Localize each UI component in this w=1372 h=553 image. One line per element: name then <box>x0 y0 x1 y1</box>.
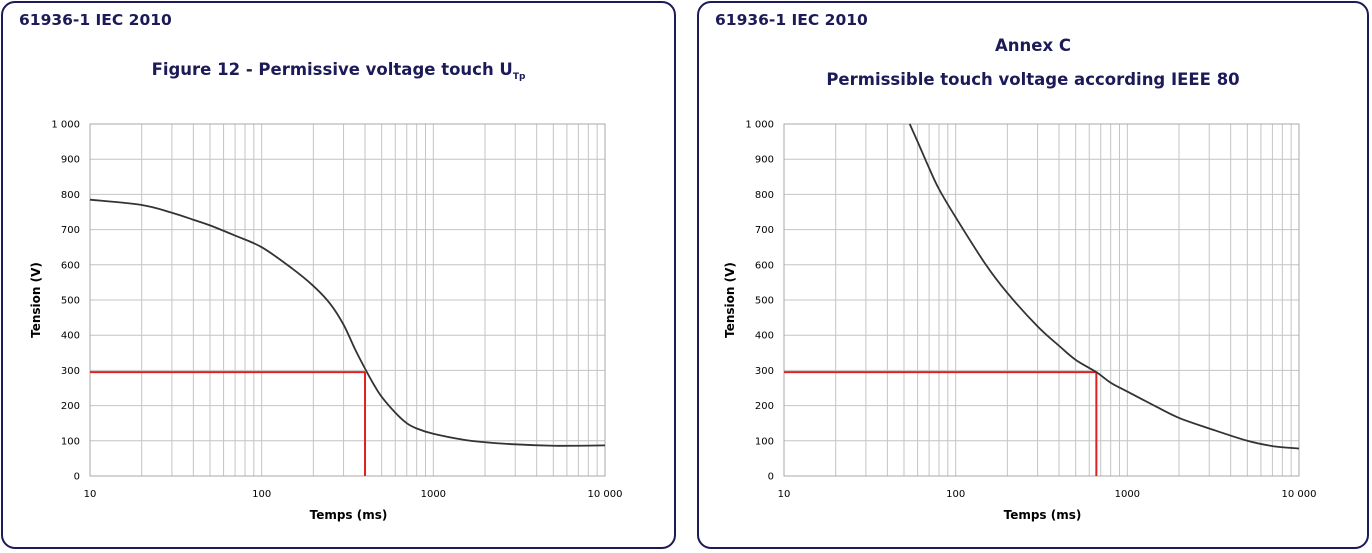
x-tick-label: 100 <box>946 489 965 500</box>
x-axis-label: Temps (ms) <box>310 508 388 522</box>
series-line <box>908 123 1300 450</box>
y-tick-label: 100 <box>755 436 774 447</box>
y-tick-label: 300 <box>61 366 80 377</box>
x-axis-label: Temps (ms) <box>1004 508 1082 522</box>
y-tick-label: 700 <box>755 225 774 236</box>
y-tick-label: 900 <box>61 155 80 166</box>
chart-title-text: Figure 12 - Permissive voltage touch U <box>151 60 513 79</box>
y-tick-label: 200 <box>61 401 80 412</box>
y-tick-label: 0 <box>74 472 80 483</box>
x-tick-label: 10 000 <box>1282 489 1317 500</box>
y-tick-label: 800 <box>755 190 774 201</box>
y-tick-label: 500 <box>755 296 774 307</box>
x-tick-label: 1000 <box>421 489 446 500</box>
x-tick-label: 100 <box>252 489 271 500</box>
y-tick-label: 400 <box>61 331 80 342</box>
y-tick-label: 200 <box>755 401 774 412</box>
series-line <box>89 198 606 447</box>
chart-subtitle: Annex C <box>995 36 1071 55</box>
chart-panel-right: 61936-1 IEC 2010 Annex C Permissible tou… <box>697 1 1369 549</box>
plot-frame <box>783 123 1300 477</box>
chart-title: Permissible touch voltage according IEEE… <box>826 70 1240 89</box>
y-tick-label: 500 <box>61 296 80 307</box>
chart-title: Figure 12 - Permissive voltage touch UTp <box>3 60 674 82</box>
y-tick-label: 600 <box>755 260 774 271</box>
y-tick-label: 1 000 <box>745 120 774 131</box>
chart-panel-left: 61936-1 IEC 2010 Figure 12 - Permissive … <box>1 1 676 549</box>
y-tick-label: 800 <box>61 190 80 201</box>
standard-label: 61936-1 IEC 2010 <box>715 11 868 29</box>
y-tick-label: 700 <box>61 225 80 236</box>
y-axis-label: Tension (V) <box>29 262 43 338</box>
plot-frame <box>89 123 606 477</box>
y-tick-label: 400 <box>755 331 774 342</box>
chart-title-subscript: Tp <box>512 72 526 82</box>
y-tick-label: 0 <box>768 472 774 483</box>
x-tick-label: 10 <box>84 489 97 500</box>
standard-label: 61936-1 IEC 2010 <box>19 11 172 29</box>
y-axis-label: Tension (V) <box>723 262 737 338</box>
x-tick-label: 1000 <box>1115 489 1140 500</box>
y-tick-label: 300 <box>755 366 774 377</box>
x-tick-label: 10 000 <box>588 489 623 500</box>
chart-plot-left: 0 100 200 300 400 500 600 700 800 900 1 000 10 100 10… <box>29 120 623 523</box>
chart-plot-right: 0 100 200 300 400 500 600 700 800 900 1 000 10 100 10… <box>723 120 1317 523</box>
y-tick-label: 900 <box>755 155 774 166</box>
y-tick-label: 600 <box>61 260 80 271</box>
x-tick-label: 10 <box>778 489 791 500</box>
y-tick-label: 100 <box>61 436 80 447</box>
y-tick-label: 1 000 <box>51 120 80 131</box>
